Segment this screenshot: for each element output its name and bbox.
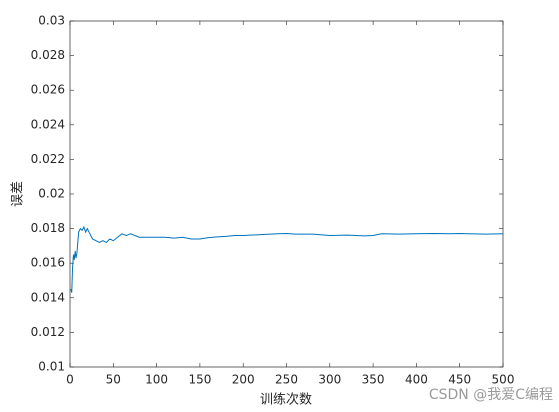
- y-tick-label: 0.018: [31, 221, 65, 235]
- y-tick-label: 0.014: [31, 290, 65, 304]
- x-tick-label: 100: [145, 373, 168, 387]
- y-tick-label: 0.03: [38, 14, 65, 28]
- x-tick-label: 400: [405, 373, 428, 387]
- x-tick-label: 200: [232, 373, 255, 387]
- y-tick-label: 0.012: [31, 325, 65, 339]
- y-tick-label: 0.02: [38, 187, 65, 201]
- y-tick-label: 0.024: [31, 117, 65, 131]
- x-tick-label: 500: [492, 373, 515, 387]
- y-tick-label: 0.022: [31, 152, 65, 166]
- x-tick-label: 250: [275, 373, 298, 387]
- line: [70, 225, 504, 293]
- plot-box: [69, 20, 504, 368]
- watermark: CSDN @我爱C编程: [429, 387, 553, 403]
- y-axis-label: 误差: [11, 181, 26, 207]
- y-tick-label: 0.016: [31, 256, 65, 270]
- x-tick-label: 450: [448, 373, 471, 387]
- x-tick-label: 150: [188, 373, 211, 387]
- x-axis-label: 训练次数: [260, 392, 312, 408]
- x-tick-label: 350: [362, 373, 385, 387]
- x-tick-label: 50: [106, 373, 121, 387]
- y-tick-label: 0.01: [38, 360, 65, 374]
- y-tick-label: 0.028: [31, 48, 65, 62]
- x-tick-label: 300: [318, 373, 341, 387]
- y-tick-label: 0.026: [31, 83, 65, 97]
- x-tick-label: 0: [66, 373, 74, 387]
